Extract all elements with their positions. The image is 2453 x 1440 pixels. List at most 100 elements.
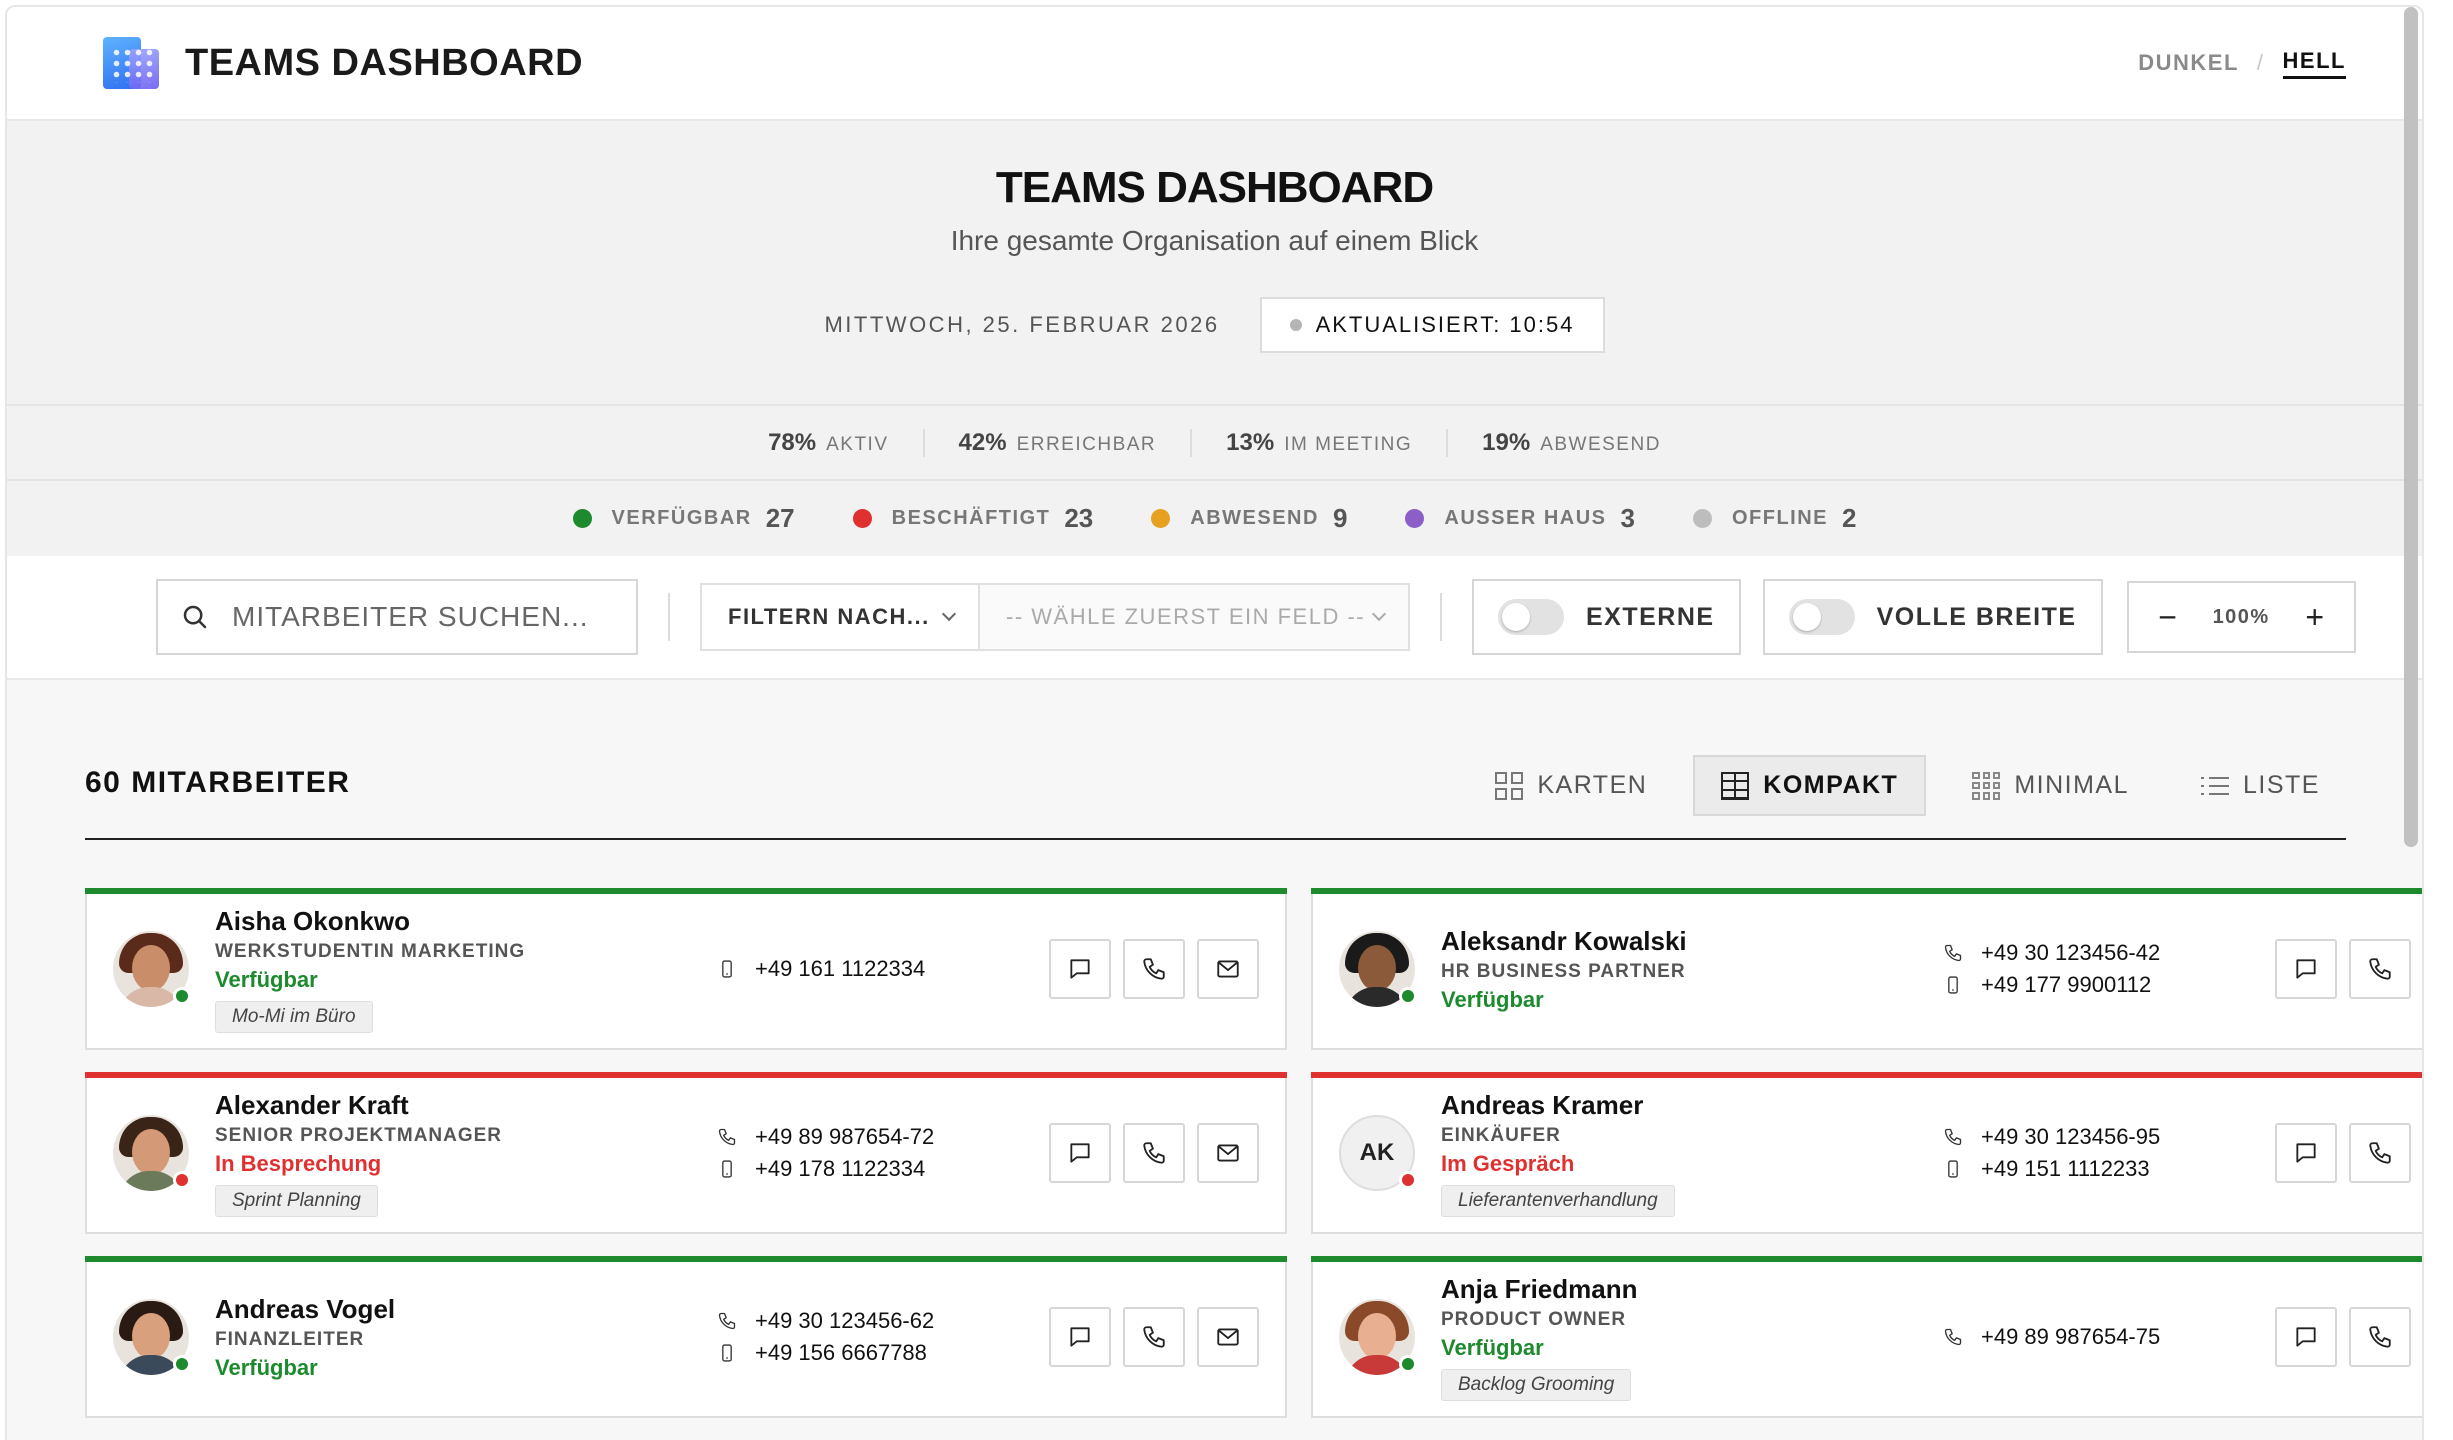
externe-toggle-label: EXTERNE [1586,602,1715,631]
view-label: KARTEN [1537,771,1648,799]
status-dot-icon [852,509,872,528]
chat-button[interactable] [2275,939,2337,999]
filter-group: FILTERN NACH... -- WÄHLE ZUERST EIN FELD… [700,583,1410,651]
externe-toggle[interactable]: EXTERNE [1472,579,1741,655]
chat-button[interactable] [1049,939,1111,999]
current-date: MITTWOCH, 25. FEBRUAR 2026 [824,312,1220,337]
employee-card[interactable]: AK Andreas Kramer EINKÄUFER Im Gespräch Lief… [1311,1072,2424,1234]
employee-card[interactable]: Alexander Kraft SENIOR PROJEKTMANAGER In B… [85,1072,1287,1234]
chat-icon [1070,959,1090,979]
employee-info: Anja Friedmann PRODUCT OWNER Verfügbar Back… [1441,1274,1941,1401]
status-count: 23 [1064,503,1094,533]
zoom-in-button[interactable]: + [2305,598,2325,635]
status-filter-item[interactable]: OFFLINE 2 [1692,503,1856,534]
mobile-number: +49 156 6667788 [755,1340,927,1365]
phone-icon [2369,1326,2391,1348]
theme-light-link[interactable]: HELL [2282,48,2346,79]
employee-card[interactable]: Anja Friedmann PRODUCT OWNER Verfügbar Back… [1311,1256,2424,1418]
call-button[interactable] [1123,1307,1185,1367]
update-status-dot-icon [1289,319,1302,331]
call-button[interactable] [2349,1123,2411,1183]
view-karten-button[interactable]: KARTEN [1469,757,1673,814]
chat-button[interactable] [1049,1123,1111,1183]
kpi-value: 42% [958,428,1007,456]
mobile-row[interactable]: +49 177 9900112 [1943,972,2160,998]
mobile-row[interactable]: +49 161 1122334 [717,956,925,982]
list-icon [2201,772,2230,800]
employee-card[interactable]: Aisha Okonkwo WERKSTUDENTIN MARKETING Verf… [85,888,1287,1050]
employee-role: WERKSTUDENTIN MARKETING [215,940,526,962]
landline-row[interactable]: +49 30 123456-42 [1943,940,2160,966]
status-filter-item[interactable]: AUSSER HAUS 3 [1405,503,1635,534]
status-filter-item[interactable]: BESCHÄFTIGT 23 [852,503,1094,534]
theme-dark-link[interactable]: DUNKEL [2138,50,2239,75]
chat-button[interactable] [1049,1307,1111,1367]
landline-number: +49 30 123456-95 [1981,1124,2161,1149]
status-filter-item[interactable]: VERFÜGBAR 27 [572,503,795,534]
phone-icon [2369,958,2391,980]
filter-value-select[interactable]: -- WÄHLE ZUERST EIN FELD -- [980,585,1408,649]
email-button[interactable] [1197,939,1259,999]
employee-status: Verfügbar [215,966,318,992]
phone-icon [1143,1142,1165,1164]
email-button[interactable] [2423,1123,2424,1183]
landline-row[interactable]: +49 89 987654-72 [717,1124,934,1150]
presence-dot-icon [173,987,191,1005]
list-header: 60 MITARBEITER KARTEN KOMPAKT MINIMAL LI… [85,680,2346,840]
kpi-abwesend: 19% ABWESEND [1448,429,1695,457]
brand: TEAMS DASHBOARD [103,35,583,91]
kpi-label: ABWESEND [1540,433,1661,455]
email-button[interactable] [2423,939,2424,999]
chat-button[interactable] [2275,1123,2337,1183]
call-button[interactable] [1123,939,1185,999]
phone-icon [1143,958,1165,980]
chat-button[interactable] [2275,1307,2337,1367]
employee-status: Verfügbar [1441,1334,1544,1360]
view-kompakt-button[interactable]: KOMPAKT [1693,755,1927,816]
view-liste-button[interactable]: LISTE [2175,757,2346,814]
view-minimal-button[interactable]: MINIMAL [1946,757,2155,814]
status-label: AUSSER HAUS [1444,507,1607,529]
mobile-row[interactable]: +49 156 6667788 [717,1340,934,1366]
filter-field-select[interactable]: FILTERN NACH... [702,585,980,649]
avatar [113,1299,191,1375]
employee-count: 60 MITARBEITER [85,766,351,799]
employee-role: PRODUCT OWNER [1441,1308,1627,1330]
search-input[interactable] [232,601,592,633]
employee-info: Alexander Kraft SENIOR PROJEKTMANAGER In B… [215,1090,715,1217]
chat-icon [2296,1327,2316,1347]
call-button[interactable] [2349,1307,2411,1367]
contact-actions [1049,939,1259,999]
landline-row[interactable]: +49 30 123456-95 [1943,1124,2160,1150]
employee-note-tag: Mo-Mi im Büro [215,1000,373,1033]
landline-row[interactable]: +49 89 987654-75 [1943,1324,2160,1350]
chevron-down-icon [941,606,957,622]
email-button[interactable] [2423,1307,2424,1367]
phone-icon [1944,944,1962,962]
email-button[interactable] [1197,1307,1259,1367]
scrollbar[interactable] [2404,7,2418,847]
call-button[interactable] [1123,1123,1185,1183]
mobile-phone-icon [722,1160,732,1178]
landline-row[interactable]: +49 30 123456-62 [717,1308,934,1334]
employee-card[interactable]: Aleksandr Kowalski HR BUSINESS PARTNER Ver… [1311,888,2424,1050]
compact-grid-icon [1721,771,1750,800]
phone-icon [1944,1128,1962,1146]
phone-icon [718,1312,736,1330]
employee-note-tag: Sprint Planning [215,1184,378,1217]
filter-field-label: FILTERN NACH... [728,604,930,629]
email-button[interactable] [1197,1123,1259,1183]
call-button[interactable] [2349,939,2411,999]
chat-icon [1070,1143,1090,1163]
kpi-aktiv: 78% AKTIV [734,428,925,457]
building-logo-icon [103,35,159,91]
volle-breite-toggle[interactable]: VOLLE BREITE [1762,579,2103,655]
presence-dot-icon [173,1355,191,1373]
hero-header: TEAMS DASHBOARD Ihre gesamte Organisatio… [7,121,2422,406]
employee-card[interactable]: Andreas Vogel FINANZLEITER Verfügbar +49 30… [85,1256,1287,1418]
zoom-out-button[interactable]: − [2158,598,2177,635]
status-filter-item[interactable]: ABWESEND 9 [1151,503,1347,534]
mobile-row[interactable]: +49 178 1122334 [717,1156,934,1182]
mobile-row[interactable]: +49 151 1112233 [1943,1156,2160,1182]
kpi-label: ERREICHBAR [1016,433,1157,455]
